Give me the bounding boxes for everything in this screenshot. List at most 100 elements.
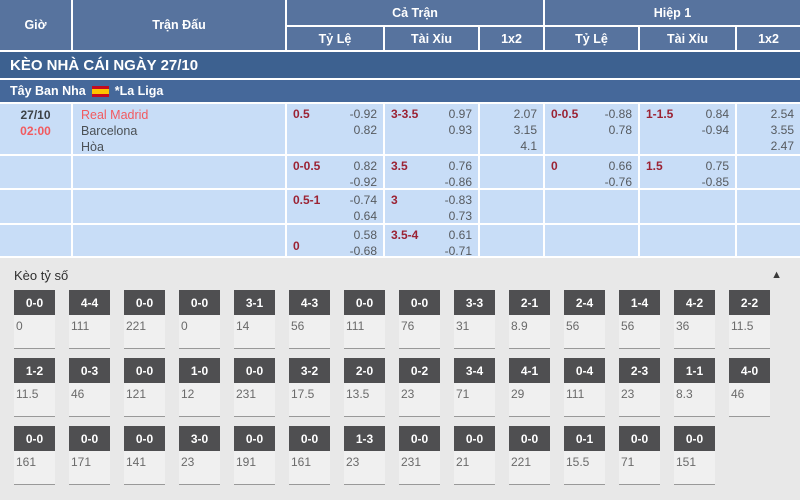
score-cell[interactable]: 3-2 17.5: [289, 358, 330, 417]
header-h1-overunder: Tài Xỉu: [640, 27, 737, 52]
ft-1x2-cell: [480, 156, 545, 190]
ft-overunder-cell[interactable]: 3 -0.83 0.73: [385, 190, 480, 225]
score-odds: 36: [674, 315, 715, 349]
odds-value: 0.61: [448, 228, 472, 242]
score-cell[interactable]: 0-0 151: [674, 426, 715, 485]
score-cell[interactable]: 1-3 23: [344, 426, 385, 485]
score-cell[interactable]: 2-0 13.5: [344, 358, 385, 417]
handicap-label: 0.5-1: [293, 193, 321, 207]
score-cell[interactable]: 2-4 56: [564, 290, 605, 349]
score-cell[interactable]: 0-3 46: [69, 358, 110, 417]
score-cell[interactable]: 0-2 23: [399, 358, 440, 417]
h1-1x2-cell[interactable]: 2.54 3.55 2.47: [737, 104, 800, 156]
score-cell[interactable]: 4-0 46: [729, 358, 770, 417]
odds-row: 0-0.5 0.82 -0.92 3.5 0.76 -0.86 0 0.66 -0.76 1.5 0…: [0, 156, 800, 190]
score-cell[interactable]: 0-0 221: [124, 290, 165, 349]
odds-value: -0.68: [349, 244, 377, 258]
score-cell[interactable]: 4-2 36: [674, 290, 715, 349]
score-cell[interactable]: 3-4 71: [454, 358, 495, 417]
team-away: Barcelona: [81, 124, 138, 138]
league-name: *La Liga: [114, 84, 164, 98]
time-cell: [0, 156, 73, 190]
score-cell[interactable]: 0-0 171: [69, 426, 110, 485]
score-cell[interactable]: 1-2 11.5: [14, 358, 55, 417]
score-odds: 23: [619, 383, 660, 417]
score-cell[interactable]: 0-0 191: [234, 426, 275, 485]
score-cell[interactable]: 0-0 111: [344, 290, 385, 349]
h1-overunder-cell[interactable]: 1-1.5 0.84 -0.94: [640, 104, 737, 156]
match-date: 27/10: [20, 108, 51, 122]
score-odds: 56: [619, 315, 660, 349]
score-cell[interactable]: 1-4 56: [619, 290, 660, 349]
score-cell[interactable]: 1-0 12: [179, 358, 220, 417]
score-cell[interactable]: 3-3 31: [454, 290, 495, 349]
score-cell[interactable]: 0-0 76: [399, 290, 440, 349]
handicap-label: 0-0.5: [293, 159, 321, 173]
score-cell[interactable]: 0-1 15.5: [564, 426, 605, 485]
league-row[interactable]: Tây Ban Nha *La Liga: [0, 80, 800, 104]
score-odds: 171: [69, 451, 110, 485]
score-cell[interactable]: 0-0 121: [124, 358, 165, 417]
score-odds: 15.5: [564, 451, 605, 485]
score-cell[interactable]: 2-2 11.5: [729, 290, 770, 349]
ft-overunder-cell[interactable]: 3.5 0.76 -0.86: [385, 156, 480, 190]
match-cell: [73, 156, 287, 190]
match-cell: [73, 225, 287, 258]
score-cell[interactable]: 0-0 0: [14, 290, 55, 349]
score-cell[interactable]: 0-0 141: [124, 426, 165, 485]
score-cell[interactable]: 4-3 56: [289, 290, 330, 349]
ft-handicap-cell[interactable]: 0 0.58 -0.68: [287, 225, 385, 258]
h1-handicap-cell[interactable]: 0 0.66 -0.76: [545, 156, 640, 190]
score-odds: 161: [289, 451, 330, 485]
ft-handicap-cell[interactable]: 0-0.5 0.82 -0.92: [287, 156, 385, 190]
h1-overunder-cell[interactable]: 1.5 0.75 -0.85: [640, 156, 737, 190]
score-odds: 46: [729, 383, 770, 417]
odds-values: 0.58 -0.68: [349, 227, 377, 258]
score-odds: 231: [399, 451, 440, 485]
score-cell[interactable]: 4-4 111: [69, 290, 110, 349]
score-odds: 56: [289, 315, 330, 349]
score-cell[interactable]: 2-1 8.9: [509, 290, 550, 349]
collapse-up-icon[interactable]: ▲: [771, 269, 782, 281]
odds-value: 0.73: [448, 209, 472, 223]
score-cell[interactable]: 0-0 21: [454, 426, 495, 485]
score-cell[interactable]: 1-1 8.3: [674, 358, 715, 417]
score-cell[interactable]: 0-0 161: [289, 426, 330, 485]
ft-handicap-cell[interactable]: 0.5 -0.92 0.82: [287, 104, 385, 156]
odds-value: 0.97: [448, 107, 472, 121]
score-label: 3-3: [454, 290, 495, 315]
score-cell[interactable]: 3-0 23: [179, 426, 220, 485]
odds-values: 0.97 0.93: [449, 106, 472, 138]
ft-1x2-cell: [480, 225, 545, 258]
score-cell[interactable]: 3-1 14: [234, 290, 275, 349]
odds-value: 0.78: [608, 123, 632, 137]
score-cell[interactable]: 4-1 29: [509, 358, 550, 417]
ft-1x2-cell[interactable]: 2.07 3.15 4.1: [480, 104, 545, 156]
score-row: 1-2 11.5 0-3 46 0-0 121 1-0 12 0-0 231 3-2 17.5 2-0 1…: [0, 358, 800, 417]
score-cell[interactable]: 0-0 71: [619, 426, 660, 485]
match-cell: Real Madrid Barcelona Hòa: [73, 104, 287, 156]
odds-value: 0.82: [353, 123, 377, 137]
score-odds: 71: [619, 451, 660, 485]
score-label: 2-0: [344, 358, 385, 383]
score-label: 1-2: [14, 358, 55, 383]
score-cell[interactable]: 0-0 221: [509, 426, 550, 485]
score-cell[interactable]: 0-4 111: [564, 358, 605, 417]
handicap-label: 0: [293, 239, 300, 253]
ft-overunder-cell[interactable]: 3.5-4 0.61 -0.71: [385, 225, 480, 258]
time-cell: 27/10 02:00: [0, 104, 73, 156]
score-label: 0-0: [619, 426, 660, 451]
ft-overunder-cell[interactable]: 3-3.5 0.97 0.93: [385, 104, 480, 156]
score-label: 3-2: [289, 358, 330, 383]
score-cell[interactable]: 2-3 23: [619, 358, 660, 417]
h1-handicap-cell[interactable]: 0-0.5 -0.88 0.78: [545, 104, 640, 156]
score-cell[interactable]: 0-0 0: [179, 290, 220, 349]
score-cell[interactable]: 0-0 161: [14, 426, 55, 485]
ft-handicap-cell[interactable]: 0.5-1 -0.74 0.64: [287, 190, 385, 225]
score-cell[interactable]: 0-0 231: [399, 426, 440, 485]
odds-values: 0.61 -0.71: [445, 227, 472, 256]
score-cell[interactable]: 0-0 231: [234, 358, 275, 417]
header-ft-handicap: Tỷ Lệ: [287, 27, 385, 52]
score-label: 0-0: [69, 426, 110, 451]
score-odds: 111: [344, 315, 385, 349]
